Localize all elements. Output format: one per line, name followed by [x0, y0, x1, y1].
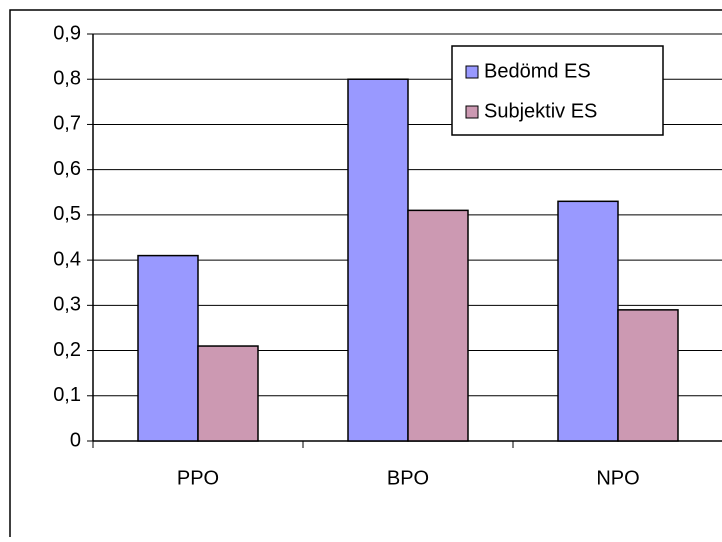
bar: [197, 345, 259, 442]
x-tick-label: NPO: [596, 467, 639, 489]
y-tick-label: 0,3: [53, 294, 81, 316]
x-tick-label: PPO: [177, 467, 219, 489]
y-tick-label: 0,6: [53, 158, 81, 180]
y-tick-label: 0,4: [53, 248, 81, 270]
y-tick-label: 0,2: [53, 339, 81, 361]
legend-label: Subjektiv ES: [484, 100, 597, 122]
chart-border: [9, 9, 722, 537]
legend-box: [451, 45, 664, 136]
y-tick-label: 0,8: [53, 68, 81, 90]
legend-label: Bedömd ES: [484, 60, 591, 82]
bar: [557, 200, 619, 442]
bar: [617, 309, 679, 442]
y-tick-label: 0,7: [53, 113, 81, 135]
y-tick-label: 0: [70, 429, 81, 451]
bar: [137, 254, 199, 442]
x-tick-label: BPO: [387, 467, 429, 489]
y-tick-label: 0,1: [53, 384, 81, 406]
bar: [347, 78, 409, 442]
legend-swatch: [465, 65, 479, 79]
y-tick-label: 0,9: [53, 22, 81, 44]
bar: [407, 209, 469, 442]
y-tick-label: 0,5: [53, 203, 81, 225]
legend-swatch: [465, 105, 479, 119]
